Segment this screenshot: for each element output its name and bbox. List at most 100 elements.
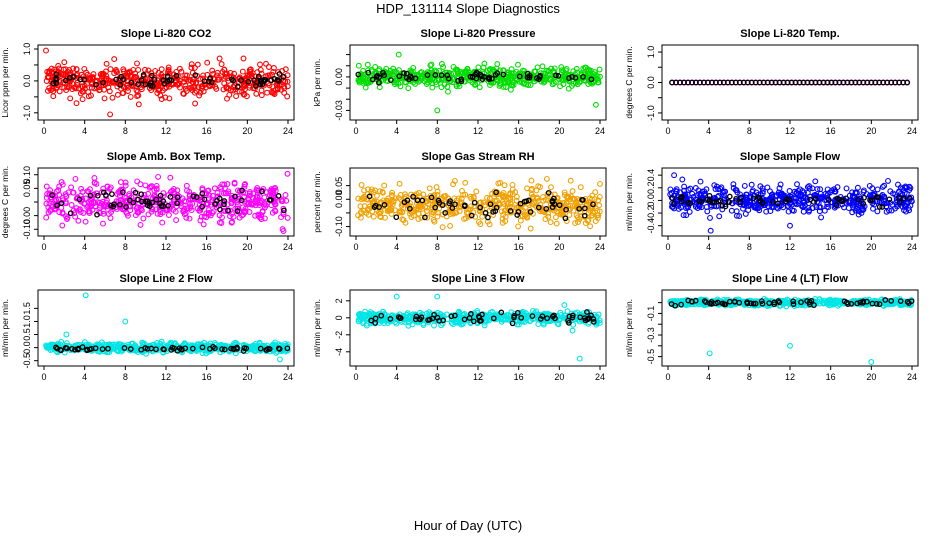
minute-point [205,187,212,194]
minute-point [854,184,861,191]
minute-point [234,205,241,212]
minute-point [433,81,440,88]
hourly-point [485,214,491,221]
minute-point [383,65,390,72]
minute-point [90,71,97,78]
minute-point [68,202,75,208]
minute-point [355,316,362,323]
minute-point [773,192,779,199]
hourly-point [461,316,468,323]
hourly-point [268,197,274,203]
hourly-point [103,192,109,198]
y-tick-label: -2 [334,331,344,339]
hourly-point [221,201,227,208]
hourly-point [378,312,385,319]
minute-point [719,206,726,213]
hourly-point [387,316,394,322]
minute-point [537,184,543,190]
minute-point [589,203,596,210]
x-axis: 0 4 8 12 16 20 24 [41,366,293,382]
y-tick-label: 0.05 [334,177,344,195]
minute-point [397,83,404,90]
data-points [355,293,603,362]
x-tick-label: 0 [41,372,46,382]
y-tick-label: -0.5 [22,353,32,369]
minute-point [182,82,189,89]
minute-point [509,186,516,193]
minute-point [124,69,131,76]
figure-title: HDP_131114 Slope Diagnostics [376,1,560,16]
hourly-point [110,203,117,210]
y-tick-label: 0.00 [22,207,32,225]
minute-point [480,64,487,71]
minute-point [59,195,66,202]
x-tick-label: 0 [353,126,358,136]
minute-point [397,208,404,215]
y-tick-label: 0.0 [646,76,656,89]
minute-point [570,207,577,214]
minute-point [93,180,100,187]
x-tick-label: 12 [161,372,171,382]
x-tick-label: 16 [202,126,212,136]
minute-point [830,299,836,306]
minute-point [269,71,275,78]
minute-point [214,190,221,196]
minute-point [63,213,70,220]
minute-point [192,100,199,107]
minute-point [158,66,165,73]
minute-point [140,215,147,222]
minute-point [258,87,265,94]
minute-point [249,201,256,208]
minute-point [763,208,770,215]
minute-point [456,308,462,315]
minute-point [708,202,715,209]
hourly-point [120,189,126,195]
panel-title: Slope Li-820 CO2 [121,28,211,40]
minute-point [458,199,465,206]
minute-point [545,210,552,217]
hourly-point [717,197,724,204]
hourly-point [468,311,474,317]
hourly-point [492,208,499,214]
minute-point [44,87,51,94]
hourly-point [275,193,282,199]
x-tick-label: 16 [202,372,212,382]
minute-point [592,189,599,196]
minute-point [420,322,427,328]
minute-point [155,82,162,89]
hourly-point [446,200,453,207]
hourly-point [476,313,482,320]
minute-point [816,204,823,211]
minute-point [564,308,571,315]
minute-point [423,204,430,211]
x-tick-label: 4 [394,372,399,382]
x-tick-label: 12 [473,126,483,136]
minute-point [154,340,160,346]
minute-point [240,83,247,90]
minute-point [460,191,467,198]
minute-point [180,208,187,215]
minute-point [892,191,899,198]
hourly-point [214,197,220,204]
hourly-point [775,200,781,207]
minute-point [145,211,152,218]
hourly-point [755,194,762,201]
minute-point [177,200,184,207]
minute-point [73,66,80,73]
x-tick-label: 24 [283,372,293,382]
minute-point [577,184,584,191]
hourly-point [498,309,505,316]
minute-point [47,343,54,350]
hourly-point [529,313,536,319]
y-tick-label: 1.0 [646,46,656,59]
hourly-point [876,301,883,307]
hourly-point [67,74,73,81]
minute-point [172,208,179,215]
minute-point [103,60,110,67]
minute-point [795,192,802,198]
minute-point [533,308,540,315]
minute-point [504,201,511,207]
